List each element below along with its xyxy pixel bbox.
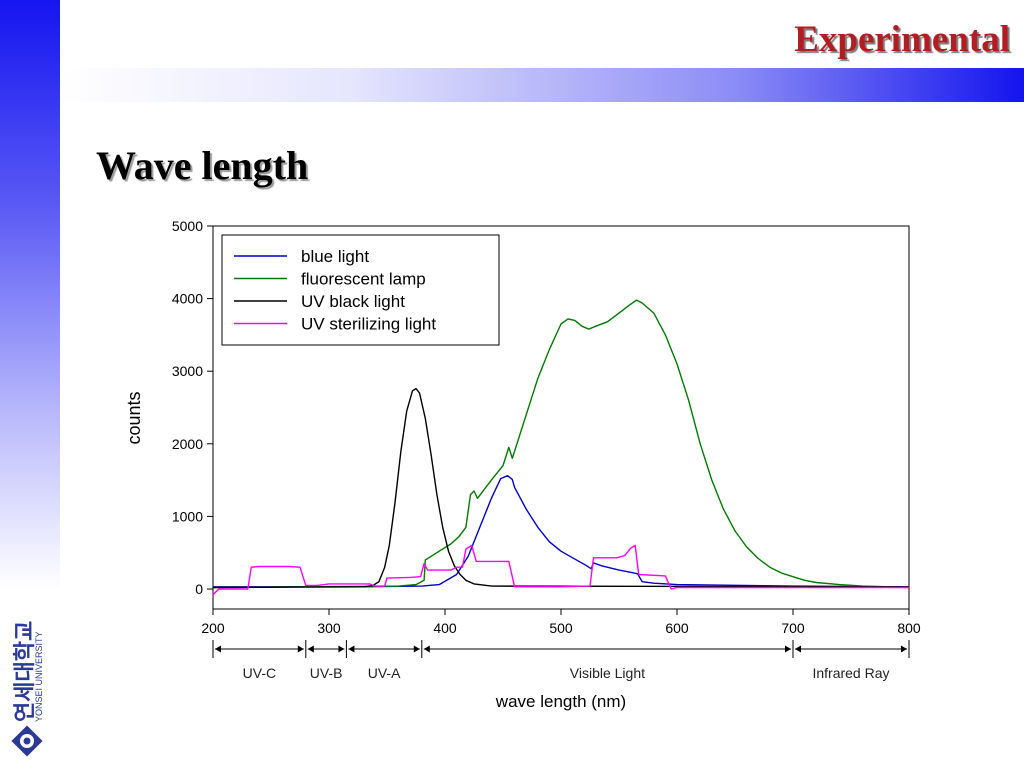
legend-label: blue light	[301, 247, 369, 266]
series-line-blue-light	[213, 475, 910, 588]
y-tick-label: 5000	[172, 218, 203, 234]
region-label: Infrared Ray	[812, 665, 889, 681]
series-layer	[212, 299, 910, 596]
legend-box	[221, 234, 500, 346]
axis-layer: 0 1000 2000 3000 4000 5000 200 300 400 500 600 700 8…	[172, 218, 921, 636]
logo-korean-text: 연세대학교	[13, 621, 38, 722]
x-axis-label: wave length (nm)	[495, 692, 626, 711]
legend-label: UV sterilizing light	[301, 315, 436, 334]
x-tick-label: 400	[433, 620, 457, 636]
region-arrow-left	[423, 645, 430, 653]
region-arrow-right	[338, 645, 345, 653]
region-label: UV-A	[368, 665, 401, 681]
region-label: UV-C	[243, 665, 276, 681]
yonsei-logo: 연세대학교 YONSEI UNIVERSITY	[11, 621, 44, 757]
y-axis-label: counts	[124, 391, 144, 444]
region-arrow-right	[413, 645, 420, 653]
region-arrow-left	[795, 645, 801, 653]
region-arrow-left	[307, 645, 314, 653]
region-arrow-left	[215, 645, 221, 653]
x-tick-label: 200	[201, 620, 225, 636]
slide-title: Wave length	[96, 143, 309, 188]
y-tick-label: 4000	[172, 291, 203, 307]
logo-english-text: YONSEI UNIVERSITY	[34, 631, 44, 722]
left-decorative-bar	[0, 0, 60, 590]
legend: blue light fluorescent lamp UV black light…	[221, 234, 500, 346]
header-gradient-band	[60, 68, 1024, 102]
legend-label: fluorescent lamp	[301, 270, 426, 289]
x-tick-label: 600	[665, 620, 689, 636]
spectrum-regions: UV-C UV-B UV-A Visible Light Infrared Ray	[212, 640, 910, 681]
legend-label: UV black light	[301, 292, 405, 311]
series-line-fluorescent-lamp	[212, 299, 910, 589]
region-label: UV-B	[310, 665, 343, 681]
y-tick-label: 0	[195, 581, 203, 597]
series-line-uv-black-light	[212, 387, 910, 589]
region-arrow-right	[297, 645, 304, 653]
region-arrow-right	[901, 645, 907, 653]
x-tick-label: 500	[549, 620, 573, 636]
header-title: Experimental	[794, 19, 1010, 60]
y-tick-label: 2000	[172, 436, 203, 452]
region-arrow-right	[785, 645, 791, 653]
x-tick-label: 800	[897, 620, 921, 636]
region-label: Visible Light	[570, 665, 645, 681]
series-line-uv-sterilizing-light	[212, 544, 909, 596]
region-arrow-left	[348, 645, 355, 653]
x-tick-label: 700	[781, 620, 805, 636]
x-tick-label: 300	[317, 620, 341, 636]
y-tick-label: 3000	[172, 363, 203, 379]
y-tick-label: 1000	[172, 508, 203, 524]
